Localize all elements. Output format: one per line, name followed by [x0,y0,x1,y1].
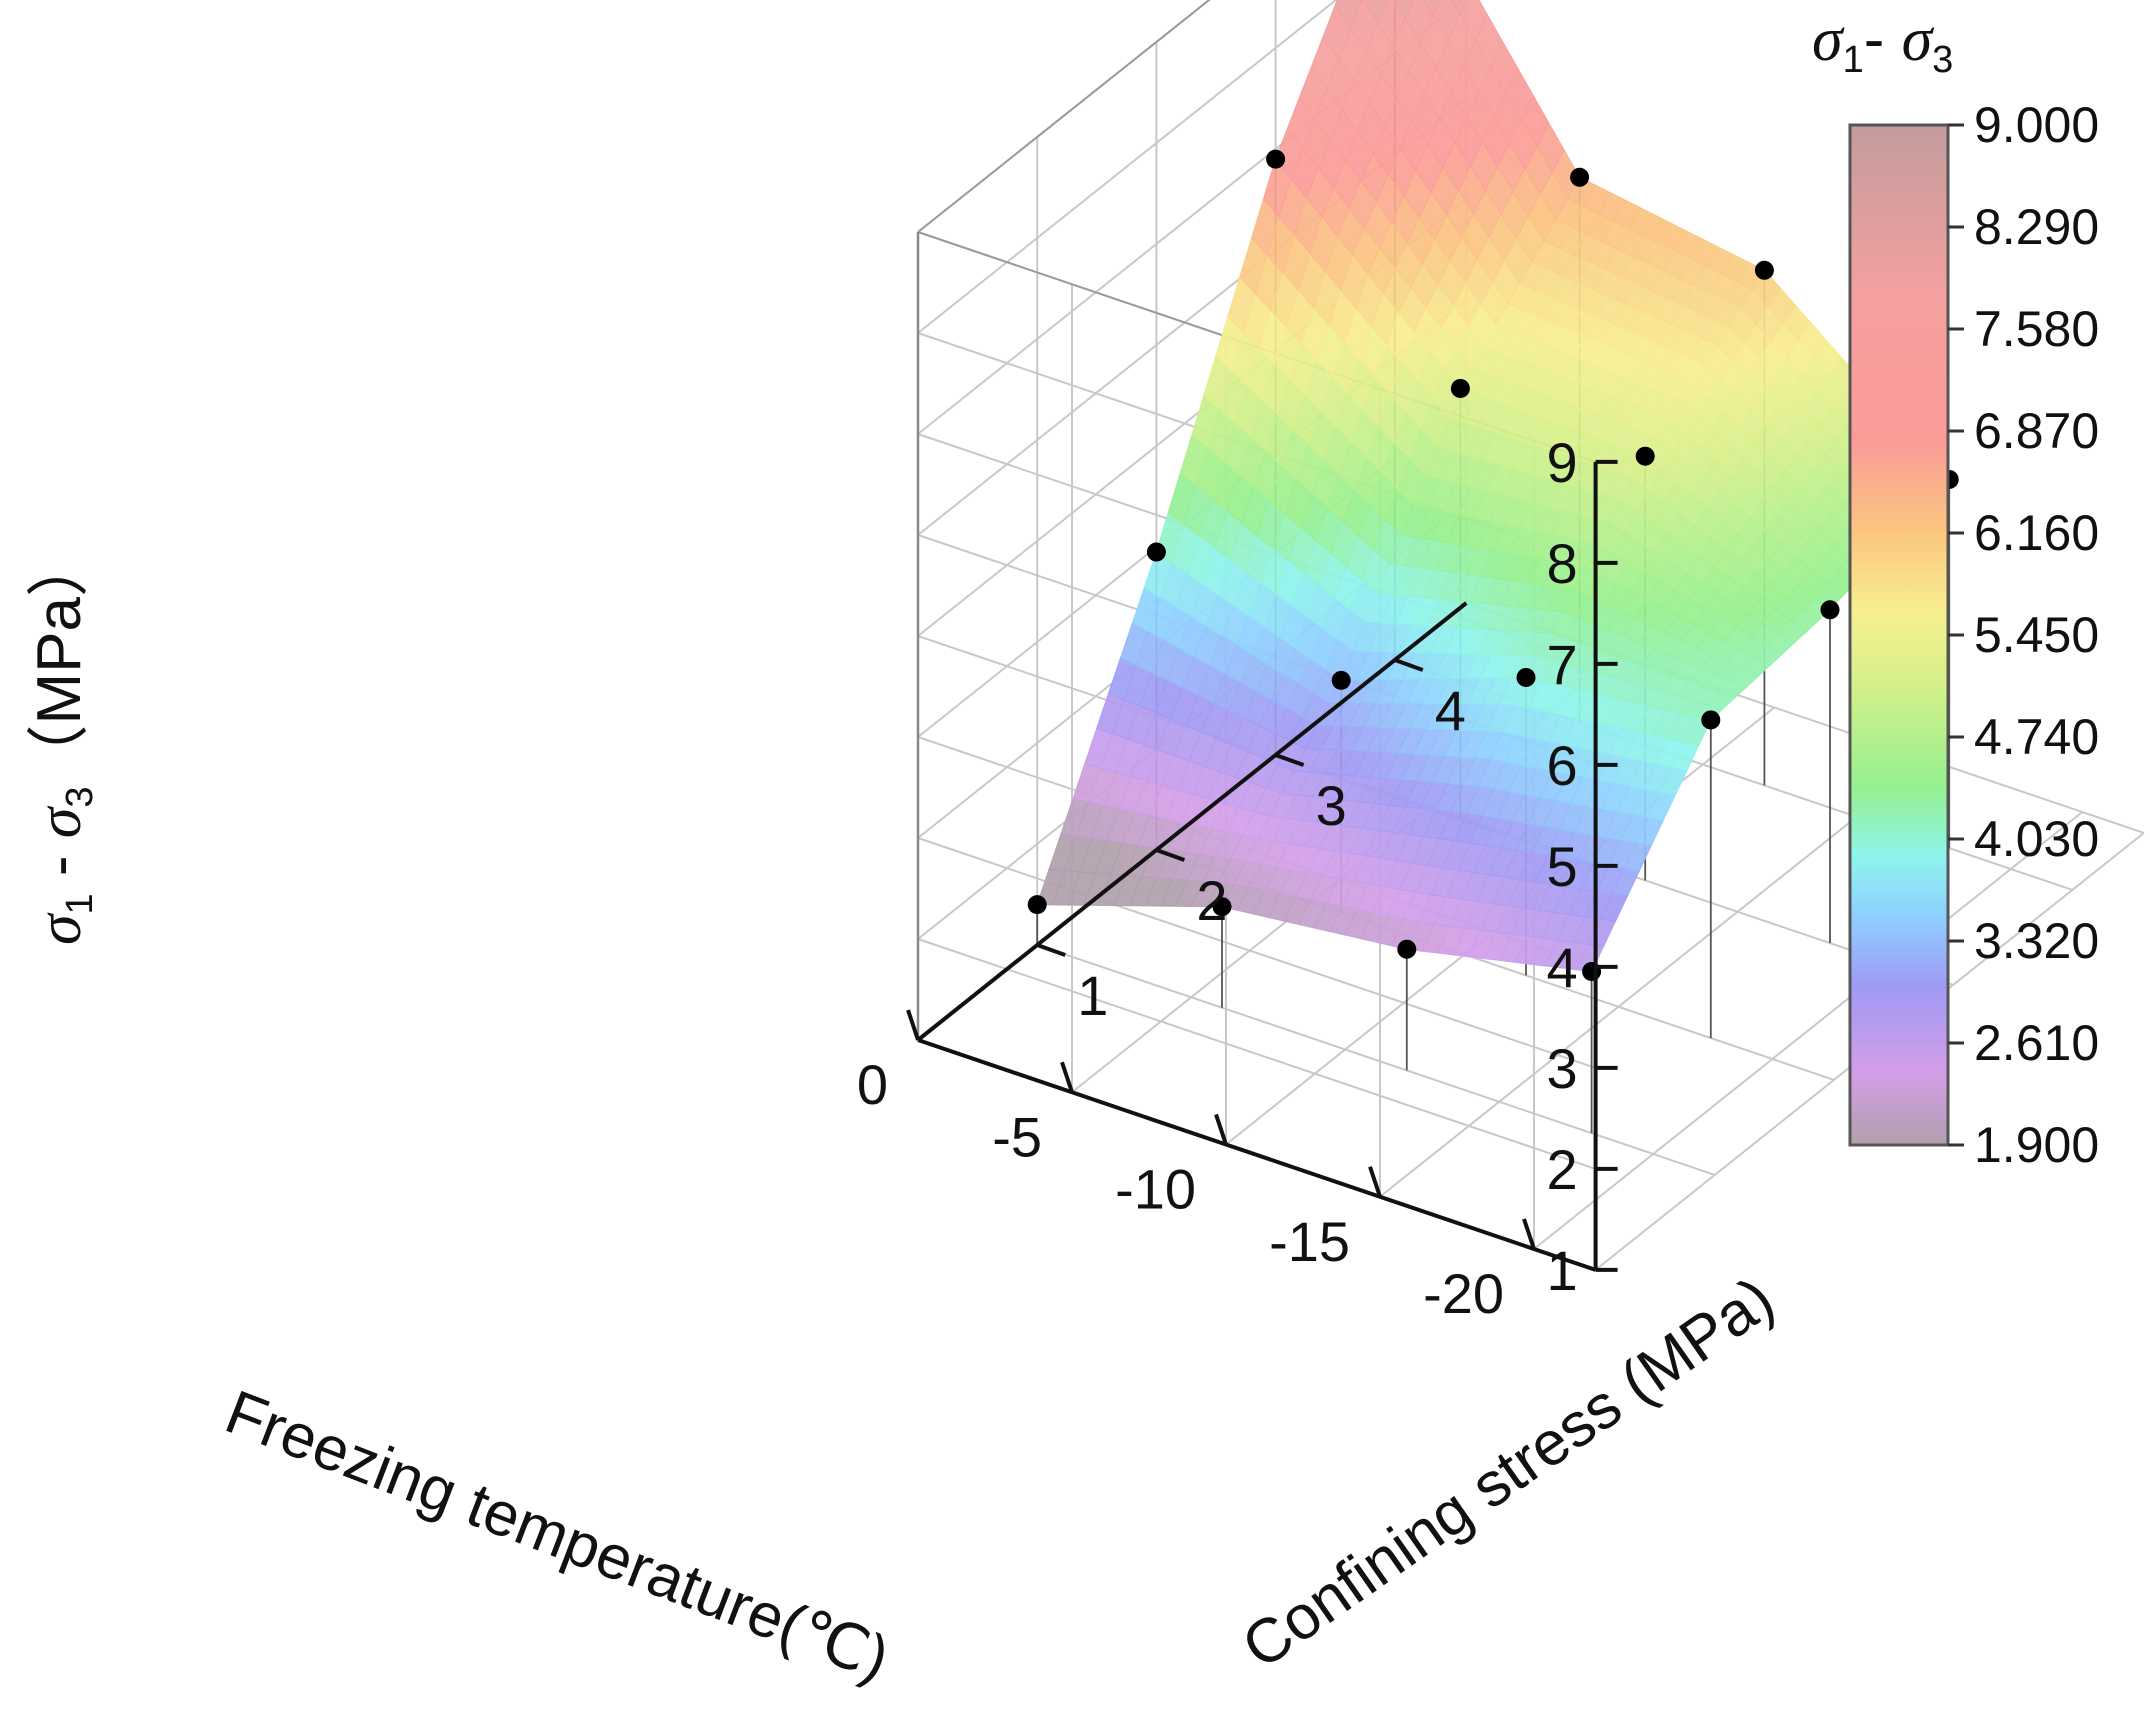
z-tick-label: 9 [1546,431,1577,494]
x-tick-label: -5 [992,1105,1042,1168]
data-point [1516,667,1536,687]
data-point [1820,600,1840,620]
surface-patch [1334,0,1363,30]
data-point [1570,167,1590,187]
x-axis-tick [906,1009,920,1041]
surface-patch [1431,0,1461,43]
z-tick-label: 3 [1546,1037,1577,1100]
colorbar: σ1- σ3 9.000 8.290 7.580 6.870 6.160 5.450 4.7… [1812,5,2099,1173]
grid-line-floor-t [1533,811,2083,1250]
surface-patch [1362,0,1388,24]
y-axis-tick [1036,943,1066,957]
data-point [1701,710,1721,730]
colorbar-tick-label: 7.580 [1974,301,2099,357]
x-axis-title: Freezing temperature(℃) [217,1378,899,1695]
x-tick-label: 0 [857,1053,888,1116]
grid-line-back-wall-z [917,0,1338,334]
z-tick-label: 7 [1546,633,1577,696]
grid-line-floor-s [1036,944,1716,1176]
colorbar-tick-label: 3.320 [1974,913,2099,969]
colorbar-tick-label: 6.870 [1974,403,2099,459]
colorbar-tick-label: 1.900 [1974,1117,2099,1173]
y-axis-title: Confining stress (MPa) [1230,1264,1786,1682]
data-point [1450,378,1470,398]
z-tick-label: 5 [1546,835,1577,898]
data-point [1635,446,1655,466]
y-axis-line [916,601,1468,1042]
colorbar-tick-label: 2.610 [1974,1015,2099,1071]
data-point [1397,939,1417,959]
colorbar-tick-label: 5.450 [1974,607,2099,663]
grid-line-floor-t [1379,758,1929,1198]
data-point [1266,149,1286,169]
y-axis-tick [1394,658,1424,672]
z-tick-label: 6 [1546,734,1577,797]
y-axis-tick [1274,753,1305,767]
x-axis-line [917,1038,1597,1272]
x-tick-label: -10 [1115,1158,1196,1221]
data-point [1212,897,1232,917]
colorbar-gradient [1848,123,1950,1147]
surface-patch [1450,0,1467,16]
surface-patch [1393,0,1414,20]
data-point [1027,895,1047,915]
surface-patch [1459,0,1488,42]
y-tick-label: 4 [1435,679,1466,742]
grid-line-left-wall-z [917,938,1596,1170]
x-axis-tick [1060,1061,1074,1093]
x-axis-tick [1522,1218,1536,1250]
z-axis-title: σ1 - σ3（MPa） [25,535,101,945]
data-point [1582,962,1602,981]
z-tick-label: 2 [1546,1138,1577,1201]
x-axis-tick [1214,1113,1228,1146]
data-point [1754,260,1774,280]
surface-patch [1422,0,1440,17]
colorbar-tick-label: 4.030 [1974,811,2099,867]
colorbar-tick-label: 4.740 [1974,709,2099,765]
axes: 1 2 3 4 5 6 7 8 9 -20 -15 -10 -5 0 1 2 3 4 [857,431,1618,1325]
colorbar-tick-label: 6.160 [1974,505,2099,561]
y-tick-label: 3 [1316,774,1347,837]
y-tick-label: 2 [1196,869,1227,932]
data-point [1146,542,1166,562]
colorbar-ticks: 9.000 8.290 7.580 6.870 6.160 5.450 4.740 4.030… [1948,97,2099,1173]
colorbar-tick-label: 9.000 [1974,97,2099,153]
surface-patch [1404,0,1434,45]
y-tick-label: 1 [1077,964,1108,1027]
z-tick-label: 8 [1546,532,1577,595]
z-tick-label: 4 [1546,936,1577,999]
x-tick-label: -15 [1269,1210,1350,1273]
surface-patch [1377,0,1406,48]
surface [1036,0,1951,973]
x-axis-tick [1368,1166,1382,1198]
z-tick-label: 1 [1546,1239,1577,1302]
colorbar-tick-label: 8.290 [1974,199,2099,255]
x-tick-label: -20 [1423,1262,1504,1325]
data-point [1331,670,1351,690]
colorbar-title: σ1- σ3 [1812,5,1953,81]
grid-line-left-wall-z [917,837,1596,1069]
top-edge [917,0,1211,233]
y-axis-tick [1155,848,1186,862]
